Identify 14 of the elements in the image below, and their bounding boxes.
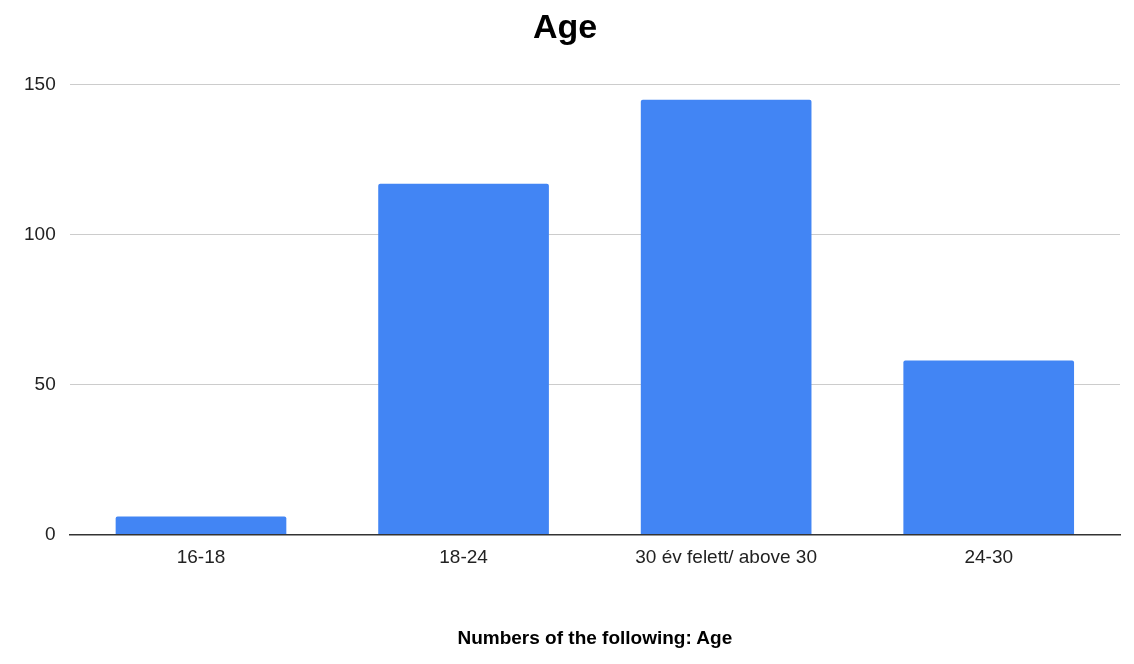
- y-tick-label: 150: [24, 73, 56, 95]
- y-tick-label: 100: [24, 222, 56, 244]
- x-axis-title: Numbers of the following: Age: [457, 626, 733, 648]
- x-tick-label: 30 év felett/ above 30: [635, 546, 817, 568]
- bar: [640, 99, 812, 534]
- x-tick-label: 16-18: [176, 546, 226, 568]
- x-tick-label: 24-30: [964, 546, 1014, 568]
- bar: [903, 360, 1075, 534]
- chart-title: Age: [532, 6, 598, 45]
- bar: [378, 183, 549, 534]
- y-tick-label: 50: [34, 372, 56, 394]
- x-tick-label: 18-24: [439, 546, 489, 568]
- y-tick-label: 0: [45, 522, 56, 544]
- bar: [115, 516, 287, 534]
